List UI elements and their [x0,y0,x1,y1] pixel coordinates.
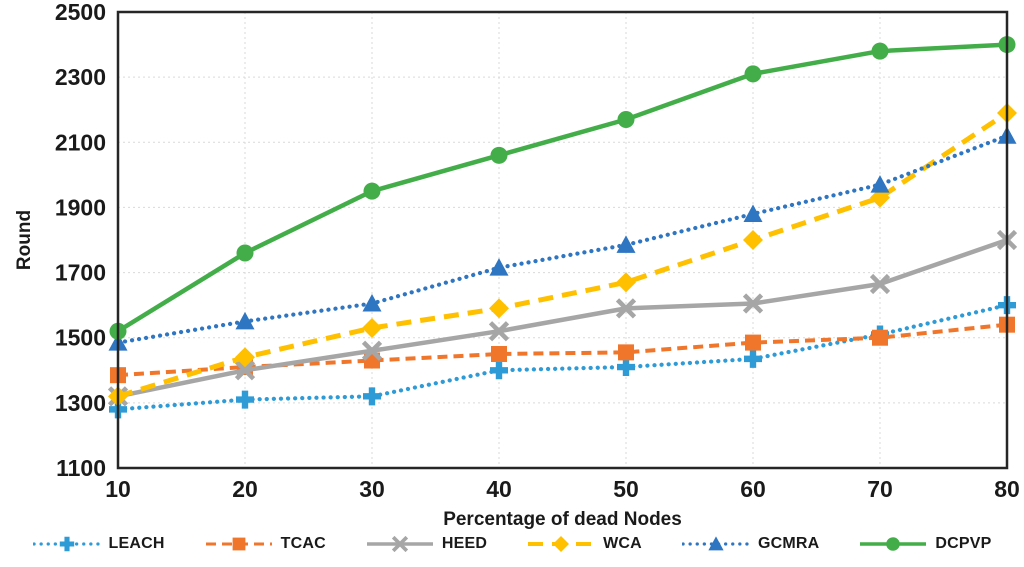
legend-swatch-dcpvp [860,537,927,551]
legend-label-leach: LEACH [108,535,165,552]
series-line-heed [117,237,1008,399]
marker-diamond [362,317,382,338]
legend-swatch-heed [366,535,433,553]
x-tick-label: 60 [740,476,766,502]
series-markers-gcmra [108,126,1017,351]
marker-diamond [870,187,890,208]
marker-plus [490,361,508,380]
marker-x [615,298,637,319]
marker-circle [490,146,508,164]
marker-plus [363,387,381,406]
plot-border [116,10,1009,470]
legend-item-leach: LEACH [32,533,165,555]
marker-plus [59,536,74,552]
legend: LEACH TCAC HEED WCA GCMRA DCPVP [0,533,1024,555]
marker-diamond [235,347,255,368]
x-axis-tick-labels: 10 20 30 40 50 60 70 80 [105,476,1020,502]
y-tick-label: 1300 [55,390,106,416]
marker-triangle [235,311,255,330]
series-line-gcmra [115,133,1010,345]
legend-swatch-wca [528,536,595,552]
legend-item-heed: HEED [366,533,487,555]
legend-item-gcmra: GCMRA [681,533,820,555]
legend-label-wca: WCA [603,535,642,552]
marker-triangle [362,294,382,312]
marker-x [391,535,408,553]
marker-plus [744,349,762,368]
y-axis-tick-labels: 2500 2300 2100 1900 1700 1500 1300 1100 [55,0,106,481]
y-tick-label: 2500 [55,0,106,25]
line-chart: 2500 2300 2100 1900 1700 1500 1300 1100 10 20 30 4… [14,0,1020,530]
y-tick-label: 1700 [55,260,106,286]
marker-x [742,293,764,314]
marker-square [745,334,761,351]
legend-item-tcac: TCAC [205,533,326,555]
marker-circle [363,182,381,200]
legend-swatch-tcac [205,537,272,551]
y-tick-label: 2100 [55,129,106,155]
x-axis-title: Percentage of dead Nodes [443,509,682,530]
marker-diamond [553,536,570,552]
marker-square [618,344,634,361]
x-tick-label: 20 [232,476,258,502]
marker-circle [886,537,901,551]
x-tick-label: 40 [486,476,512,502]
marker-triangle [870,175,890,193]
marker-diamond [743,230,763,250]
marker-x [361,340,383,361]
marker-triangle [489,258,509,276]
legend-label-gcmra: GCMRA [757,535,820,552]
y-tick-label: 1900 [55,194,106,220]
series-line-wca [117,110,1009,399]
series-markers-dcpvp [109,36,1016,340]
marker-square [491,346,507,362]
y-axis-title: Round [14,210,35,270]
y-tick-label: 1500 [55,325,106,351]
y-tick-label: 2300 [55,64,106,90]
legend-item-dcpvp: DCPVP [859,533,991,555]
marker-x [488,321,510,342]
marker-plus [236,390,254,409]
marker-diamond [489,298,509,319]
legend-label-tcac: TCAC [280,535,326,552]
marker-triangle [743,204,763,222]
marker-x [234,360,256,381]
marker-square [232,537,246,551]
legend-swatch-leach [32,536,101,552]
x-tick-label: 80 [994,476,1020,502]
marker-circle [744,65,762,83]
marker-circle [236,244,254,262]
legend-swatch-gcmra [681,536,750,551]
marker-circle [617,110,635,128]
legend-item-wca: WCA [527,533,642,555]
x-tick-label: 50 [613,476,639,502]
marker-triangle [708,536,724,551]
marker-circle [871,42,889,60]
y-tick-label: 1100 [56,455,106,481]
x-tick-label: 30 [359,476,385,502]
marker-plus [617,358,635,377]
series-line-dcpvp [116,42,1008,334]
marker-triangle [616,235,636,253]
marker-x [869,273,891,295]
series-markers-wca [108,102,1017,407]
marker-square [872,329,888,346]
x-tick-label: 70 [867,476,893,502]
marker-diamond [616,272,636,293]
legend-label-dcpvp: DCPVP [935,535,992,552]
legend-label-heed: HEED [441,535,488,552]
x-tick-label: 10 [105,476,131,502]
series-layer [107,36,1018,419]
